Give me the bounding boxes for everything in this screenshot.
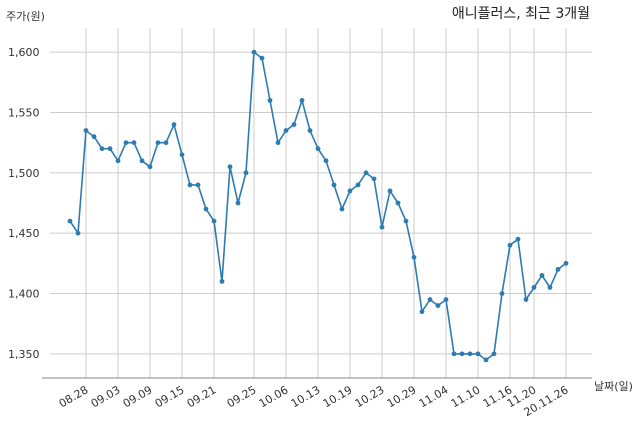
data-point (139, 158, 145, 164)
data-point (299, 98, 305, 103)
x-tick-label: 09.15 (153, 383, 187, 410)
x-axis-title: 날짜(일) (594, 379, 633, 393)
data-point (147, 164, 153, 170)
y-tick-label: 1,550 (8, 106, 40, 119)
x-tick-label: 09.09 (121, 383, 155, 410)
data-point (379, 224, 385, 230)
data-point (515, 236, 521, 242)
x-tick-label: 11.04 (417, 383, 451, 410)
data-point (483, 357, 489, 363)
data-point (363, 170, 369, 176)
data-point (419, 309, 425, 315)
data-point (491, 351, 497, 357)
data-point (539, 273, 545, 278)
data-point (163, 140, 169, 146)
data-point (563, 260, 569, 266)
data-point (347, 188, 353, 194)
data-point (115, 158, 121, 164)
data-point (275, 140, 281, 146)
data-point (99, 146, 105, 152)
data-point (267, 98, 273, 103)
data-point (235, 200, 241, 206)
y-tick-label: 1,600 (8, 46, 40, 59)
data-point (499, 291, 505, 296)
data-point (187, 182, 193, 188)
x-tick-label: 10.29 (385, 383, 419, 410)
data-point (315, 146, 321, 152)
x-tick-label: 10.19 (321, 383, 355, 410)
data-point (427, 297, 433, 302)
data-point (467, 351, 473, 357)
data-point (243, 170, 249, 176)
data-point (179, 152, 185, 158)
data-point (227, 164, 233, 170)
data-point (323, 158, 329, 164)
x-tick-label: 09.03 (89, 383, 123, 410)
data-point (195, 182, 201, 188)
data-point (555, 266, 561, 272)
data-point (507, 242, 513, 248)
chart-title: 애니플러스, 최근 3개월 (452, 6, 590, 22)
data-point (259, 55, 265, 61)
data-point (459, 351, 465, 357)
data-point (547, 285, 553, 290)
data-point (211, 218, 217, 224)
data-point (203, 206, 209, 212)
y-tick-label: 1,350 (8, 348, 40, 361)
data-point (395, 200, 401, 206)
data-point (523, 297, 529, 302)
data-point (443, 297, 449, 302)
data-point (251, 49, 257, 55)
x-tick-label: 10.13 (289, 383, 323, 410)
x-tick-label: 09.25 (225, 383, 259, 410)
data-point (107, 146, 113, 152)
data-point (339, 206, 345, 212)
data-point (451, 351, 457, 357)
grid (50, 28, 592, 378)
data-point (171, 122, 177, 127)
data-point (83, 128, 89, 133)
y-tick-label: 1,450 (8, 227, 40, 240)
data-point (283, 128, 289, 133)
data-point (219, 279, 225, 284)
y-axis-title: 주가(원) (6, 10, 45, 23)
data-point (475, 351, 481, 357)
x-tick-label: 09.21 (185, 383, 219, 410)
data-point (307, 128, 313, 133)
x-tick-label: 10.23 (353, 383, 387, 410)
data-point (131, 140, 137, 146)
data-point (291, 122, 297, 127)
data-point (371, 176, 377, 182)
tick-labels: 1,350 1,400 1,450 1,500 1,550 1,600 08.2809.03… (8, 46, 571, 419)
x-tick-label: 11.10 (449, 383, 483, 410)
data-point (387, 188, 393, 194)
data-point (67, 218, 73, 224)
data-point (355, 182, 361, 188)
data-point (91, 134, 97, 140)
y-tick-label: 1,500 (8, 167, 40, 180)
data-point (411, 254, 417, 260)
y-tick-label: 1,400 (8, 288, 40, 301)
data-point (123, 140, 129, 146)
data-point (75, 230, 81, 236)
series-layer (67, 49, 569, 363)
data-point (331, 182, 337, 188)
data-point (531, 285, 537, 290)
data-point (155, 140, 161, 146)
x-tick-label: 10.06 (257, 383, 291, 410)
data-point (403, 218, 409, 224)
x-tick-label: 08.28 (57, 383, 91, 410)
data-point (435, 303, 441, 308)
